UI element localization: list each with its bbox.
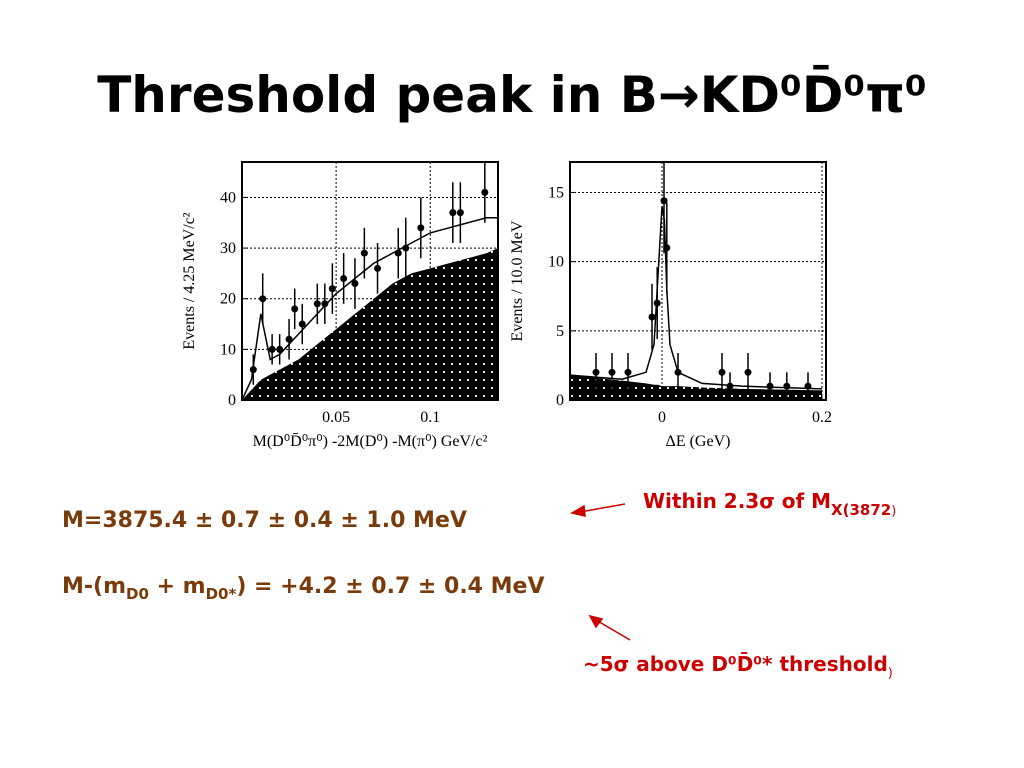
annotation: ~5σ above D⁰D̄⁰* threshold) [583,652,893,681]
y-tick-label: 40 [220,189,236,206]
data-point [374,264,382,272]
y-tick-label: 30 [220,240,236,257]
text: M=3875.4 ± 0.7 ± 0.4 ± 1.0 MeV [62,508,467,533]
y-tick-label: 0 [228,392,236,409]
y-tick-label: 20 [220,291,236,308]
data-point [417,224,425,232]
data-point [766,382,774,390]
text: ) [891,504,896,519]
x-tick-label: 0 [658,409,666,426]
plot-area [242,162,498,400]
y-tick-label: 0 [556,392,564,409]
data-point [321,300,329,308]
y-axis-label: Events / 4.25 MeV/c² [181,212,198,349]
x-tick-label: 0.05 [322,409,350,426]
arrowhead [569,504,586,517]
data-point [653,299,661,307]
x-axis-label: M(D⁰D̄⁰π⁰) -2M(D⁰) -M(π⁰) GeV/c² [253,433,488,450]
data-point [481,188,489,196]
y-tick-label: 5 [556,323,564,340]
data-point [663,244,671,252]
text: ~5σ above D⁰D̄⁰* threshold [583,652,888,676]
data-point [268,345,276,353]
slide-title: Threshold peak in B→KD⁰D̄⁰π⁰ [97,65,927,124]
data-point [718,368,726,376]
frame [241,161,499,401]
result-line: M-(mD0 + mD0*) = +4.2 ± 0.7 ± 0.4 MeV [62,574,545,603]
data-point [313,300,321,308]
arrow [595,619,631,641]
data-point [726,382,734,390]
plot-area [570,162,826,400]
data-point [394,249,402,257]
data-point [624,368,632,376]
data-point [328,285,336,293]
x-axis-label: ΔE (GeV) [666,433,731,450]
data-point [744,368,752,376]
data-point [351,280,359,288]
text: Within 2.3σ of M [643,489,831,513]
data-point [456,209,464,217]
subscript: D0* [206,585,237,603]
arrows [569,503,631,641]
background-area [242,248,498,400]
data-point [608,368,616,376]
arrowhead [588,614,604,629]
data-point [804,382,812,390]
background-area [570,375,822,400]
plot: 0 5 10 15 0 0.2 ΔE (GeV) Events / 10.0 MeV [509,161,832,450]
text: M-(m [62,574,126,599]
data-point [449,209,457,217]
data-point [285,335,293,343]
arrow [579,503,626,513]
data-point [648,313,656,321]
data-point [360,249,368,257]
fit-curve [570,206,823,390]
y-tick-label: 10 [220,341,236,358]
data-point [660,197,668,205]
data-point [249,366,257,374]
y-axis-label: Events / 10.0 MeV [509,220,526,341]
x-tick-label: 0.1 [420,409,440,426]
plot: 0 10 20 30 40 0.05 0.1 M(D⁰D̄⁰π⁰) -2M(D⁰) -M(π⁰… [181,161,499,450]
annotation: Within 2.3σ of MX(3872) [643,489,896,519]
subscript: D0 [126,585,149,603]
text: + m [149,574,206,599]
data-point [402,244,410,252]
y-tick-label: 10 [548,254,564,271]
data-point [276,345,284,353]
data-point [298,320,306,328]
text: ) [888,666,893,681]
frame [569,161,827,401]
data-point [340,274,348,282]
data-point [674,368,682,376]
subscript: X(3872 [831,501,891,519]
text: ) = +4.2 ± 0.7 ± 0.4 MeV [236,574,544,599]
x-tick-label: 0.2 [812,409,832,426]
data-point [783,382,791,390]
data-point [291,305,299,313]
data-point [259,295,267,303]
data-point [592,368,600,376]
result-line: M=3875.4 ± 0.7 ± 0.4 ± 1.0 MeV [62,508,467,533]
y-tick-label: 15 [548,184,564,201]
